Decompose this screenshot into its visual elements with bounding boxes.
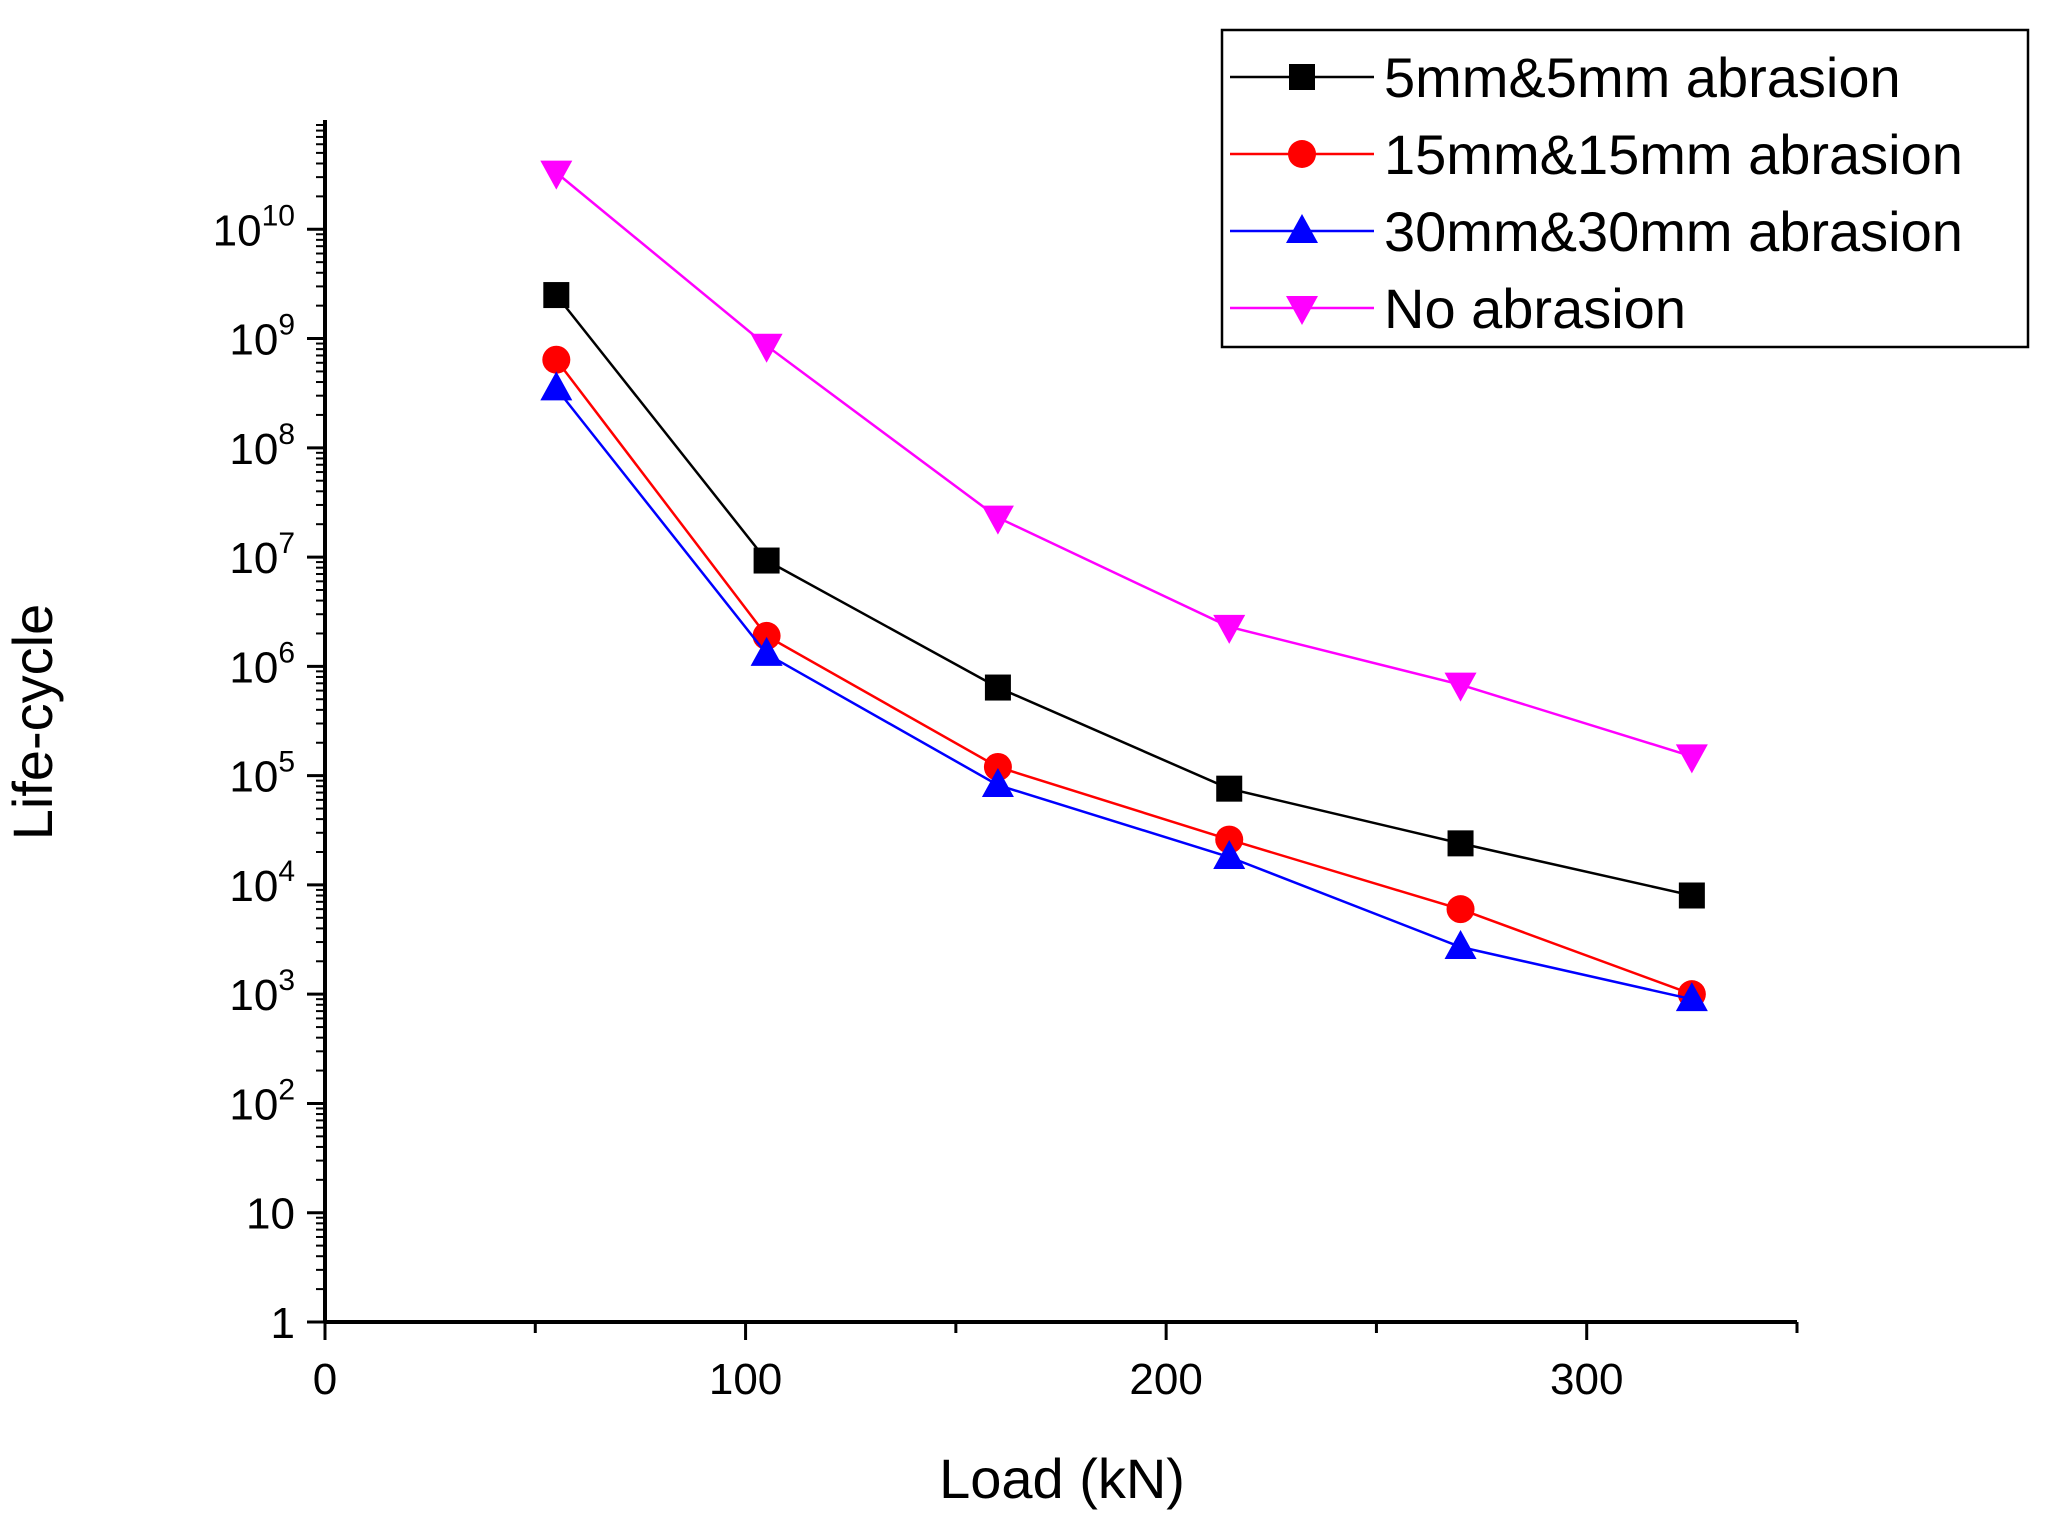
legend-label-5mm-5mm-abrasion: 5mm&5mm abrasion: [1384, 46, 1901, 109]
x-tick-label: 300: [1550, 1355, 1623, 1404]
y-tick-label: 1: [271, 1299, 295, 1348]
legend-marker-5mm-5mm-abrasion: [1289, 64, 1315, 90]
data-point-30mm-30mm-abrasion: [1444, 930, 1477, 960]
data-point-15mm-15mm-abrasion: [983, 752, 1012, 781]
series-30mm-30mm-abrasion: [540, 371, 1708, 1012]
x-tick-label: 100: [709, 1355, 782, 1404]
data-point-no-abrasion: [1675, 744, 1708, 774]
legend-label-30mm-30mm-abrasion: 30mm&30mm abrasion: [1384, 200, 1963, 263]
data-point-30mm-30mm-abrasion: [1213, 840, 1246, 870]
legend-marker-30mm-30mm-abrasion: [1286, 214, 1318, 243]
data-point-no-abrasion: [1444, 672, 1477, 702]
y-axis-title: Life-cycle: [1, 604, 64, 841]
y-tick-label: 10: [246, 1190, 295, 1239]
data-point-no-abrasion: [750, 333, 783, 363]
data-point-no-abrasion: [1213, 614, 1246, 644]
data-point-15mm-15mm-abrasion: [1446, 895, 1475, 924]
y-tick-label: 109: [229, 309, 295, 365]
x-axis-title: Load (kN): [939, 1447, 1185, 1510]
legend-marker-15mm-15mm-abrasion: [1288, 140, 1316, 168]
data-point-5mm-5mm-abrasion: [543, 282, 570, 309]
data-point-30mm-30mm-abrasion: [981, 768, 1014, 798]
data-point-15mm-15mm-abrasion: [542, 345, 571, 374]
series-15mm-15mm-abrasion: [542, 345, 1706, 1009]
series-line-30mm-30mm-abrasion: [555, 387, 1693, 1001]
data-point-5mm-5mm-abrasion: [1216, 775, 1243, 802]
y-tick-label: 102: [229, 1073, 295, 1129]
y-tick-label: 106: [229, 636, 295, 692]
y-tick-label: 104: [229, 855, 295, 911]
series-layer: [540, 160, 1708, 1012]
legend-box: [1220, 28, 2030, 349]
data-point-no-abrasion: [540, 160, 573, 190]
series-no-abrasion: [540, 160, 1708, 774]
x-tick-label: 0: [313, 1355, 337, 1404]
data-point-5mm-5mm-abrasion: [1447, 830, 1474, 857]
data-point-15mm-15mm-abrasion: [752, 621, 781, 650]
y-tick-label: 107: [229, 527, 295, 583]
data-point-30mm-30mm-abrasion: [540, 371, 573, 401]
legend-label-no-abrasion: No abrasion: [1384, 277, 1686, 340]
y-tick-label: 1010: [213, 199, 295, 255]
series-line-15mm-15mm-abrasion: [555, 358, 1693, 996]
legend: 5mm&5mm abrasion 15mm&15mm abrasion 30mm&3…: [1220, 28, 2030, 349]
data-point-5mm-5mm-abrasion: [753, 547, 780, 574]
data-point-30mm-30mm-abrasion: [1675, 982, 1708, 1012]
x-tick-label: 200: [1129, 1355, 1202, 1404]
y-tick-label: 105: [229, 746, 295, 802]
legend-marker-no-abrasion: [1286, 296, 1318, 325]
y-tick-label: 108: [229, 418, 295, 474]
axes: 0 100 200 300 1 10 102 103 104 105 106 107 108 109 101…: [213, 120, 1799, 1404]
series-line-no-abrasion: [555, 171, 1693, 758]
data-point-30mm-30mm-abrasion: [750, 636, 783, 666]
y-tick-label: 103: [229, 964, 295, 1020]
data-point-5mm-5mm-abrasion: [984, 674, 1011, 701]
data-point-no-abrasion: [981, 505, 1014, 535]
series-5mm-5mm-abrasion: [543, 282, 1705, 909]
data-point-5mm-5mm-abrasion: [1678, 882, 1705, 909]
legend-label-15mm-15mm-abrasion: 15mm&15mm abrasion: [1384, 123, 1963, 186]
series-line-5mm-5mm-abrasion: [555, 294, 1693, 897]
data-point-15mm-15mm-abrasion: [1215, 825, 1244, 854]
